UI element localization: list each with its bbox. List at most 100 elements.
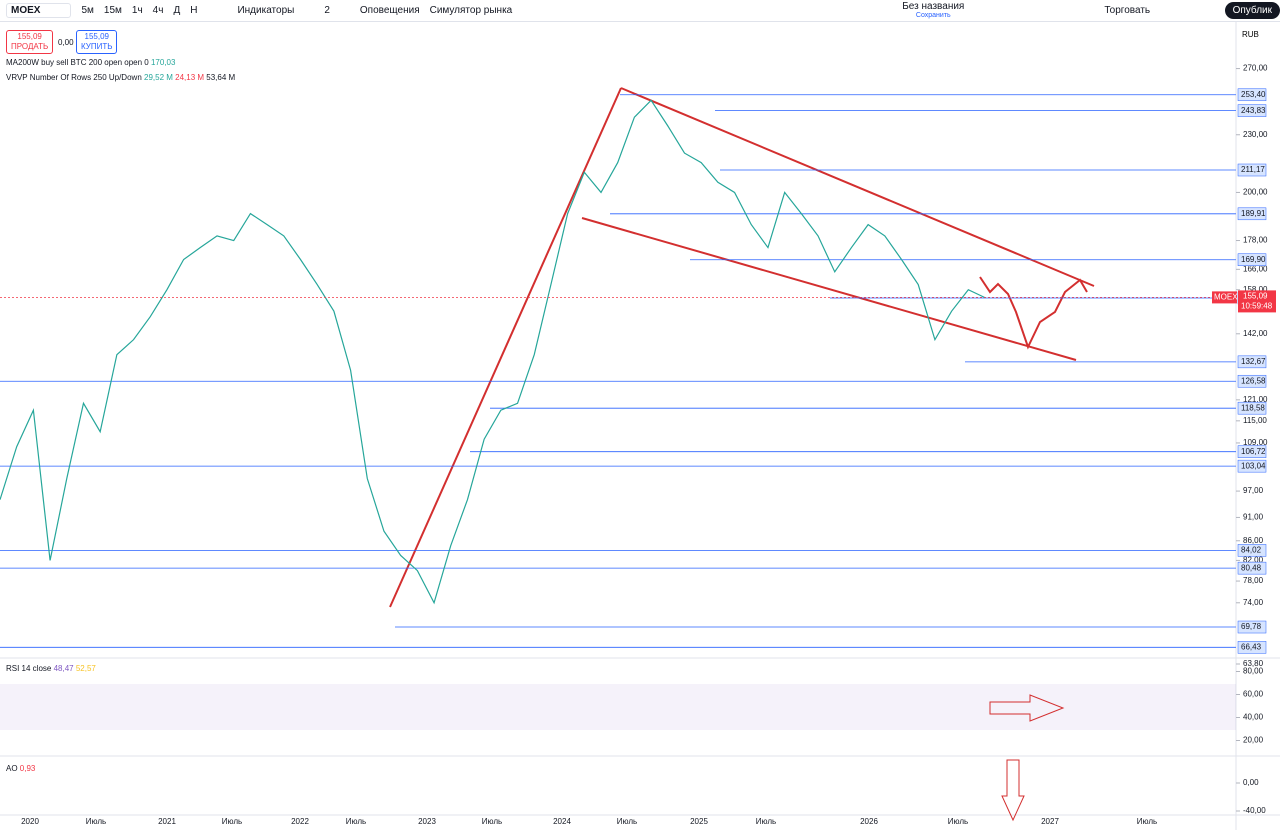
sell-button[interactable]: 155,09 ПРОДАТЬ — [6, 30, 54, 54]
spread: 0,00 — [58, 38, 74, 47]
publish[interactable]: Опублик — [1224, 2, 1280, 19]
y-tick-label: 178,00 — [1243, 236, 1268, 245]
chart: RUB 270,00 230,00 200,00 178,00 166,00 158,00… — [0, 22, 1280, 830]
y-tick-label: 109,00 — [1243, 438, 1268, 447]
level-tag — [1237, 104, 1267, 117]
x-tick-label: Июль — [948, 817, 968, 826]
rsi-value: 48,47 — [53, 664, 74, 673]
level-label: 211,17 — [1241, 165, 1265, 174]
level-tag — [1237, 355, 1267, 369]
arrow-down — [1001, 759, 1025, 822]
level-label: 69,78 — [1241, 622, 1262, 631]
x-tick-label: 2026 — [860, 817, 878, 826]
x-tick-label: 2024 — [553, 817, 571, 826]
trend-line — [581, 217, 1077, 361]
rsi-label: RSI 14 close — [6, 664, 52, 673]
y-tick-label: 80,00 — [1243, 667, 1264, 676]
y-tick-label: 115,00 — [1243, 416, 1267, 425]
interval[interactable]: Н — [190, 5, 198, 16]
interval[interactable]: Д — [173, 5, 181, 16]
level-label: 132,67 — [1241, 357, 1266, 366]
ao-legend: AO 0,93 — [6, 764, 35, 773]
level-label: 66,43 — [1241, 642, 1262, 651]
y-tick-label: 142,00 — [1243, 329, 1268, 338]
level-tag — [1237, 445, 1267, 458]
layouts[interactable]: 2 — [324, 5, 330, 16]
x-tick-label: Июль — [222, 817, 242, 826]
layout-title: Без названия — [902, 0, 965, 12]
level-label: 84,02 — [1241, 545, 1262, 554]
level-tag — [1237, 561, 1267, 575]
level-label: 106,72 — [1241, 447, 1266, 456]
y-tick-label: 200,00 — [1243, 188, 1268, 197]
interval[interactable]: 5м — [81, 5, 94, 16]
level-tag — [1237, 374, 1267, 388]
level-label: 126,58 — [1241, 376, 1266, 385]
y-tick-label: 20,00 — [1243, 736, 1264, 745]
y-tick-label: 63,80 — [1243, 659, 1264, 668]
level-label: 189,91 — [1241, 209, 1266, 218]
ao-value: 0,93 — [19, 764, 36, 773]
projection — [979, 276, 1088, 350]
saved-status: Сохранить — [915, 11, 951, 19]
buy-button[interactable]: 155,09 КУПИТЬ — [76, 30, 118, 54]
x-tick-label: Июль — [482, 817, 502, 826]
y-tick-label: 0,00 — [1243, 778, 1259, 787]
replay[interactable]: Симулятор рынка — [429, 5, 513, 16]
level-label: 103,04 — [1241, 461, 1266, 470]
layout-name[interactable]: Без названия Сохранить — [902, 0, 965, 20]
level-tag — [1237, 544, 1267, 557]
x-tick-label: 2022 — [291, 817, 309, 826]
y-tick-label: 60,00 — [1243, 690, 1264, 699]
level-tag — [1237, 163, 1267, 177]
level-label: 118,58 — [1241, 403, 1265, 412]
vrvp-up: 29,52 M — [144, 73, 173, 82]
symbol[interactable]: MOEX — [6, 3, 72, 18]
level-label: 253,40 — [1241, 90, 1266, 99]
level-tag — [1237, 620, 1267, 634]
y-tick-label: 230,00 — [1243, 130, 1268, 139]
last-price-tag — [1238, 290, 1276, 313]
level-tag — [1237, 207, 1267, 221]
level-tag — [1237, 401, 1267, 415]
trend-line — [620, 87, 1095, 287]
rsi-legend: RSI 14 close 48,47 52,57 — [6, 664, 96, 673]
x-tick-label: 2023 — [418, 817, 436, 826]
y-tick-label: 74,00 — [1243, 598, 1264, 607]
rsi-ma: 52,57 — [75, 664, 96, 673]
x-tick-label: 2025 — [690, 817, 708, 826]
x-tick-label: Июль — [346, 817, 366, 826]
x-tick-label: 2021 — [158, 817, 176, 826]
interval[interactable]: 4ч — [152, 5, 164, 16]
buy-price: 155,09 — [84, 32, 109, 41]
ma-value: 170,03 — [150, 58, 176, 67]
interval[interactable]: 1ч — [131, 5, 143, 16]
interval[interactable]: 15м — [103, 5, 122, 16]
last-price-label: 155,09 — [1243, 292, 1268, 301]
y-tick-label: 121,00 — [1243, 395, 1268, 404]
ao-label: AO — [6, 764, 18, 773]
level-tag — [1237, 641, 1267, 654]
vrvp-legend: VRVP Number Of Rows 250 Up/Down 29,52 M … — [6, 73, 235, 82]
level-label: 80,48 — [1241, 563, 1262, 572]
x-tick-label: Июль — [1137, 817, 1157, 826]
indicators[interactable]: Индикаторы — [237, 5, 295, 16]
y-tick-label: 91,00 — [1243, 513, 1264, 522]
y-tick-label: 82,00 — [1243, 556, 1264, 565]
vrvp-down: 24,13 M — [175, 73, 205, 82]
level-tag — [1237, 88, 1267, 102]
level-tag — [1237, 253, 1267, 267]
y-tick-label: 40,00 — [1243, 713, 1264, 722]
level-tag — [1237, 459, 1267, 473]
x-tick-label: 2020 — [21, 817, 39, 826]
y-tick-label: 97,00 — [1243, 486, 1264, 495]
sell-price: 155,09 — [17, 32, 42, 41]
y-tick-label: 78,00 — [1243, 576, 1264, 585]
x-tick-label: Июль — [617, 817, 637, 826]
trade[interactable]: Торговать — [1104, 5, 1151, 16]
vrvp-total: 53,64 M — [206, 73, 236, 82]
x-tick-label: Июль — [756, 817, 776, 826]
y-tick-label: 158,00 — [1243, 285, 1268, 294]
alerts[interactable]: Оповещения — [359, 5, 420, 16]
